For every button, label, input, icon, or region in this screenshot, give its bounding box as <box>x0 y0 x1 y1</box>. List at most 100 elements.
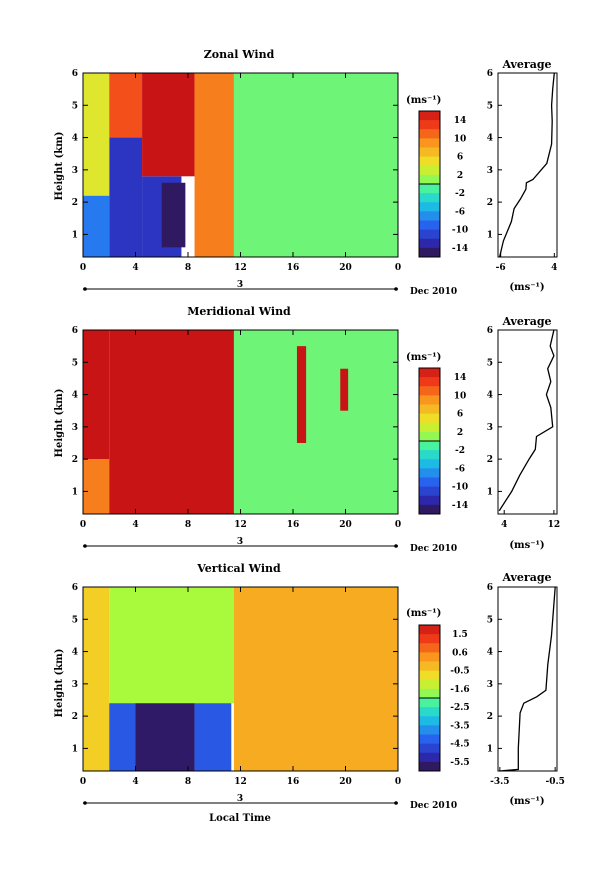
heatmap-region <box>340 368 349 411</box>
x-tick-label: 16 <box>287 263 300 273</box>
heatmap-region <box>194 73 234 257</box>
average-y-tick-label: 4 <box>487 648 493 658</box>
zonal-wind-title: Zonal Wind <box>204 48 275 61</box>
colorbar-step <box>419 634 440 644</box>
y-tick-label: 5 <box>72 358 78 368</box>
meridional-wind-average-xlabel: (ms⁻¹) <box>509 540 544 551</box>
heatmap-region <box>109 330 234 514</box>
average-line <box>498 329 555 512</box>
colorbar-step <box>419 716 440 726</box>
x-tick-label: 8 <box>185 520 191 530</box>
heatmap-region <box>83 195 110 257</box>
colorbar-label: -6 <box>455 207 465 217</box>
heatmap-region <box>109 73 143 138</box>
heatmap-region <box>83 73 110 196</box>
colorbar-step <box>419 184 440 194</box>
colorbar-label: -14 <box>452 501 468 511</box>
colorbar-step <box>419 707 440 717</box>
colorbar-step <box>419 138 440 148</box>
y-tick-label: 5 <box>72 615 78 625</box>
x-tick-label: 0 <box>80 263 86 273</box>
vertical-wind-average-title: Average <box>501 571 551 584</box>
vertical-wind-colorbar-unit: (ms⁻¹) <box>406 608 441 619</box>
heatmap-region <box>109 137 143 257</box>
colorbar-step <box>419 431 440 442</box>
colorbar-step <box>419 165 440 176</box>
colorbar-step <box>419 441 440 451</box>
y-tick-label: 1 <box>72 487 78 497</box>
colorbar-step <box>419 174 440 185</box>
y-tick-label: 4 <box>72 648 78 658</box>
vertical-wind-colorbar: 1.5 0.6 -0.5 -1.6 -2.5 -3.5 -4.5 -5.5 <box>418 624 470 772</box>
colorbar-step <box>419 486 440 497</box>
colorbar-step <box>419 395 440 405</box>
colorbar-label: 1.5 <box>452 630 468 640</box>
x-tick-label: 0 <box>395 263 401 273</box>
average-line <box>499 586 556 772</box>
colorbar-step <box>419 404 440 415</box>
colorbar-label: -1.6 <box>450 685 469 695</box>
heatmap-region <box>109 587 234 704</box>
colorbar-step <box>419 422 440 433</box>
colorbar-label: -4.5 <box>450 740 469 750</box>
y-tick-label: 4 <box>72 134 78 144</box>
meridional-wind-ylabel: Height (km) <box>54 389 65 458</box>
colorbar-label: -10 <box>452 226 468 236</box>
colorbar-label: 2 <box>457 171 463 181</box>
average-y-tick-label: 1 <box>487 744 493 754</box>
colorbar-step <box>419 368 440 378</box>
x-tick-label: 0 <box>395 520 401 530</box>
average-y-tick-label: 6 <box>487 69 493 79</box>
vertical-wind-day-marker: 3 <box>83 794 398 805</box>
heatmap-region <box>83 587 110 771</box>
meridional-wind-colorbar-unit: (ms⁻¹) <box>406 352 441 363</box>
zonal-wind-colorbar-unit: (ms⁻¹) <box>406 95 441 106</box>
vertical-wind-ylabel: Height (km) <box>54 649 65 718</box>
colorbar-step <box>419 743 440 754</box>
colorbar-step <box>419 504 440 515</box>
average-x-tick-label: 12 <box>548 520 561 530</box>
average-y-tick-label: 3 <box>487 423 493 433</box>
colorbar-step <box>419 495 440 506</box>
colorbar-step <box>419 129 440 139</box>
y-tick-label: 4 <box>72 391 78 401</box>
zonal-wind-average-profile: 1 2 3 4 5 6 -6 4 <box>487 69 558 273</box>
colorbar-label: -2.5 <box>450 703 469 713</box>
colorbar-label: -6 <box>455 464 465 474</box>
colorbar-step <box>419 679 440 690</box>
x-tick-label: 4 <box>132 520 138 530</box>
x-tick-label: 16 <box>287 520 300 530</box>
colorbar-step <box>419 120 440 130</box>
heatmap-region <box>142 73 195 177</box>
average-x-tick-label: -6 <box>496 263 506 273</box>
average-frame <box>497 586 558 772</box>
vertical-wind-dec-label: Dec 2010 <box>410 801 457 811</box>
colorbar-step <box>419 652 440 662</box>
meridional-wind-average-title: Average <box>501 315 551 328</box>
average-x-tick-label: 4 <box>551 263 557 273</box>
zonal-wind-colorbar: 14 10 6 2 -2 -6 -10 -14 <box>418 110 468 258</box>
average-y-tick-label: 3 <box>487 166 493 176</box>
average-x-tick-label: -3.5 <box>490 777 509 787</box>
average-y-tick-label: 6 <box>487 583 493 593</box>
average-y-tick-label: 5 <box>487 101 493 111</box>
zonal-wind-average-title: Average <box>501 58 551 71</box>
colorbar-label: -3.5 <box>450 721 469 731</box>
colorbar-step <box>419 386 440 396</box>
average-y-tick-label: 5 <box>487 358 493 368</box>
vertical-wind-title: Vertical Wind <box>196 562 281 575</box>
x-tick-label: 0 <box>80 777 86 787</box>
average-y-tick-label: 3 <box>487 680 493 690</box>
colorbar-step <box>419 661 440 672</box>
colorbar-step <box>419 413 440 424</box>
colorbar-step <box>419 147 440 158</box>
colorbar-step <box>419 625 440 635</box>
meridional-wind-colorbar: 14 10 6 2 -2 -6 -10 -14 <box>418 367 468 515</box>
zonal-wind-day-marker: 3 <box>83 280 398 291</box>
average-y-tick-label: 2 <box>487 455 493 465</box>
x-tick-label: 4 <box>132 777 138 787</box>
x-tick-label: 20 <box>339 520 352 530</box>
colorbar-step <box>419 450 440 460</box>
